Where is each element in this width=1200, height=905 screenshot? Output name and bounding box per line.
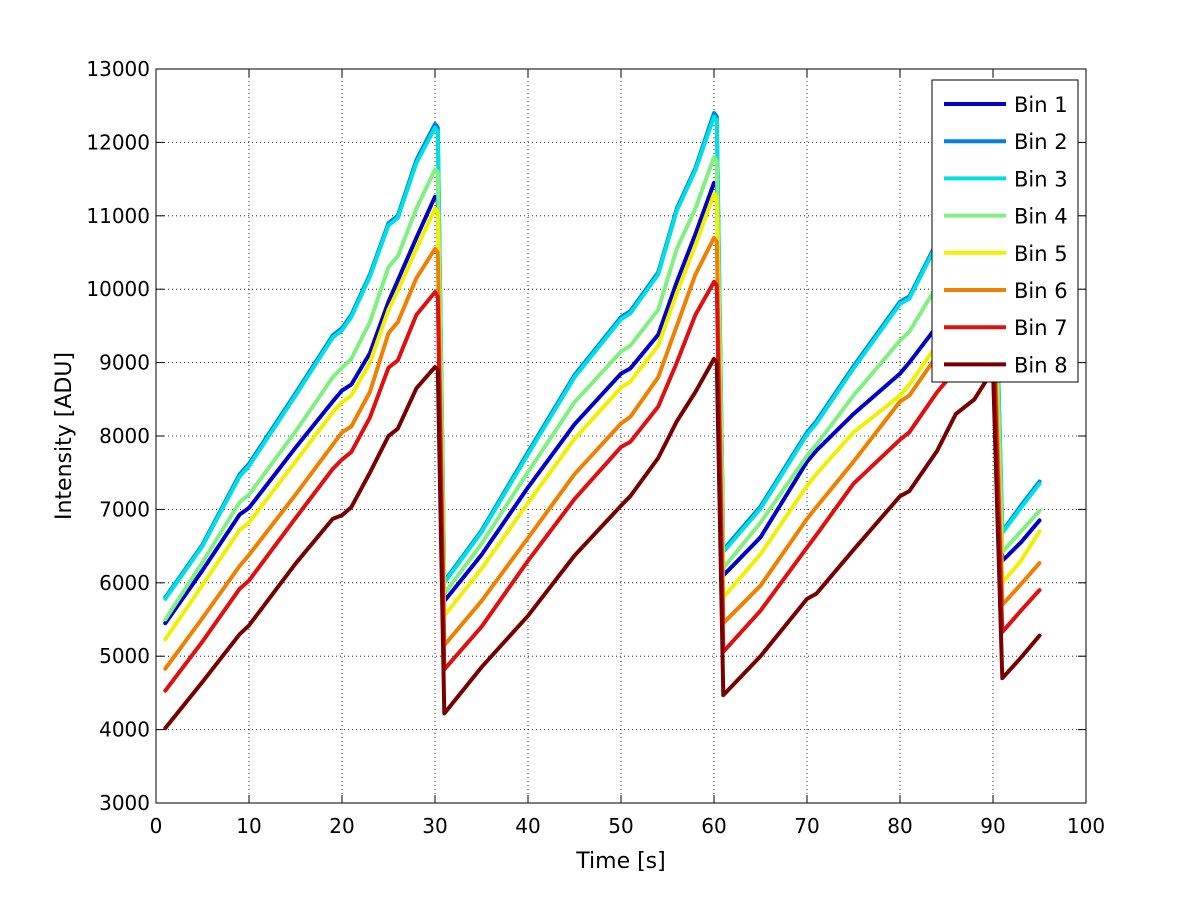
- x-axis-title: Time [s]: [575, 849, 665, 874]
- x-tick-label: 0: [150, 814, 163, 838]
- y-tick-label: 4000: [99, 718, 150, 742]
- y-tick-label: 13000: [86, 57, 150, 81]
- series-line-bin-4: [163, 155, 1042, 622]
- y-axis-title: Intensity [ADU]: [52, 352, 77, 520]
- y-tick-label: 6000: [99, 571, 150, 595]
- y-tick-label: 7000: [99, 497, 150, 521]
- legend-label-bin-3: Bin 3: [1014, 167, 1068, 191]
- plot-area: 0 10 20 30 40 50 60 70 80 90 100 3000 4000 5000 6000 70…: [86, 57, 1105, 838]
- x-tick-label: 10: [236, 814, 261, 838]
- x-tick-label: 40: [515, 814, 540, 838]
- series-layer: [163, 111, 1042, 731]
- legend-label-bin-5: Bin 5: [1014, 242, 1068, 266]
- series-line-bin-7: [163, 279, 1042, 693]
- x-tick-label: 20: [329, 814, 354, 838]
- x-tick-label: 80: [887, 814, 912, 838]
- legend-label-bin-7: Bin 7: [1014, 316, 1068, 340]
- x-tick-label: 90: [980, 814, 1005, 838]
- x-tick-label: 60: [701, 814, 726, 838]
- y-tick-label: 12000: [86, 130, 150, 154]
- x-tick-label: 70: [794, 814, 819, 838]
- series-line-bin-5: [163, 191, 1042, 642]
- tick-labels: 0 10 20 30 40 50 60 70 80 90 100 3000 4000 5000 6000 70…: [86, 57, 1105, 838]
- legend-box: [931, 79, 1079, 383]
- series-line-bin-8: [163, 356, 1042, 731]
- x-tick-label: 100: [1067, 814, 1105, 838]
- tick-marks: [155, 68, 1087, 804]
- legend-label-bin-2: Bin 2: [1014, 130, 1068, 154]
- grid-lines: [156, 69, 1086, 803]
- y-tick-label: 8000: [99, 424, 150, 448]
- y-tick-label: 9000: [99, 351, 150, 375]
- series-line-bin-3: [163, 114, 1042, 601]
- y-tick-label: 10000: [86, 277, 150, 301]
- y-tick-label: 3000: [99, 791, 150, 815]
- y-tick-label: 11000: [86, 204, 150, 228]
- legend-items: Bin 1 Bin 2 Bin 3 Bin 4 Bin 5 Bin 6 Bin 7 Bin 8: [944, 93, 1068, 377]
- legend-label-bin-8: Bin 8: [1014, 353, 1068, 377]
- legend-label-bin-1: Bin 1: [1014, 93, 1068, 117]
- legend-label-bin-6: Bin 6: [1014, 279, 1068, 303]
- series-line-bin-6: [163, 235, 1042, 671]
- legend-label-bin-4: Bin 4: [1014, 205, 1068, 229]
- legend: Bin 1 Bin 2 Bin 3 Bin 4 Bin 5 Bin 6 Bin 7 Bin 8: [931, 79, 1079, 383]
- series-line-bin-1: [163, 180, 1042, 626]
- y-tick-label: 5000: [99, 644, 150, 668]
- x-tick-label: 50: [608, 814, 633, 838]
- x-tick-label: 30: [422, 814, 447, 838]
